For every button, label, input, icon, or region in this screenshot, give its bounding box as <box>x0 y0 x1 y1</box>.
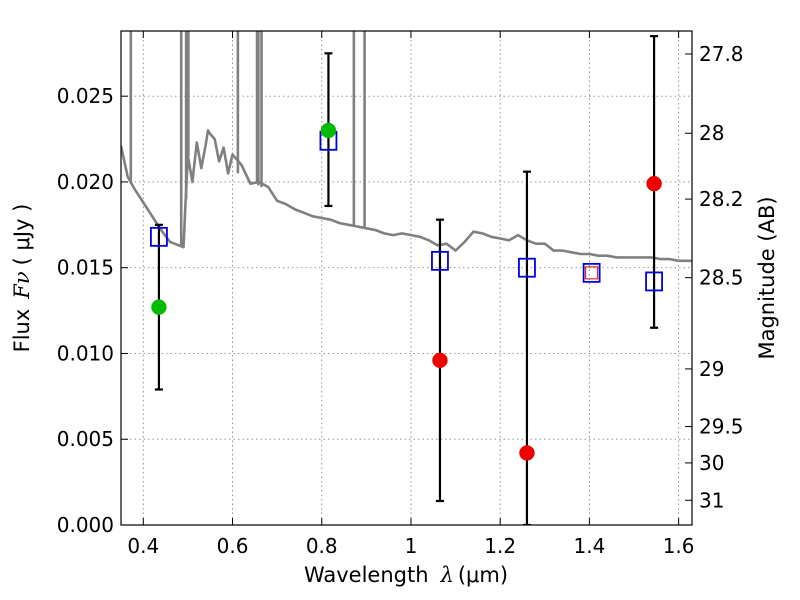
model-square <box>645 271 663 292</box>
red-data-point <box>646 175 662 192</box>
x-tick-label: 1.2 <box>484 534 516 558</box>
right-tick-label: 31 <box>699 488 724 512</box>
y-axis-label-symbol: Fν <box>10 271 34 300</box>
x-axis-label-main: Wavelength <box>304 563 429 587</box>
model-square <box>582 262 601 283</box>
sed-curve <box>121 129 692 263</box>
x-tick-label: 0.8 <box>306 534 338 558</box>
green-data-point <box>320 122 337 139</box>
x-tick-label: 1.4 <box>573 534 605 558</box>
x-tick-label: 0.4 <box>127 534 159 558</box>
y-tick-label: 0.015 <box>57 256 114 280</box>
y-axis-label-unit: ( μJy ) <box>10 204 34 266</box>
right-tick-label: 30 <box>699 451 724 475</box>
right-tick-label: 29.5 <box>699 415 744 439</box>
model-square <box>150 226 168 247</box>
data-layer <box>121 31 692 525</box>
plot-background <box>121 31 692 525</box>
x-axis: 0.4 0.6 0.8 1 1.2 1.4 1.6 <box>127 31 695 558</box>
y-axis-left: 0.000 0.005 0.010 0.015 0.020 0.025 <box>57 84 128 537</box>
x-tick-label: 1 <box>405 534 418 558</box>
red-data-point <box>519 445 535 461</box>
right-tick-label: 27.8 <box>699 42 744 66</box>
right-tick-label: 28 <box>699 121 724 145</box>
x-axis-label-symbol: λ <box>440 563 454 587</box>
y-tick-label: 0.020 <box>57 170 114 194</box>
red-data-point <box>432 352 448 369</box>
green-data-point <box>151 299 167 315</box>
y-tick-label: 0.010 <box>57 341 114 365</box>
y-tick-label: 0.025 <box>57 84 114 108</box>
x-axis-label: Wavelength λ (μm) <box>304 563 508 587</box>
right-tick-label: 28.5 <box>699 266 744 290</box>
y-axis-right: 27.8 28 28.2 28.5 29 29.5 30 31 <box>685 42 744 512</box>
grid-lines <box>121 31 692 525</box>
y-tick-label: 0.005 <box>57 427 114 451</box>
y-axis-label: Flux Fν ( μJy ) <box>10 204 34 353</box>
x-tick-label: 1.6 <box>663 534 695 558</box>
y-axis-label-main: Flux <box>10 309 34 353</box>
right-tick-label: 29 <box>699 357 724 381</box>
right-tick-label: 28.2 <box>699 187 744 211</box>
upper-limit-marker <box>585 266 599 280</box>
model-square <box>518 257 536 278</box>
y-tick-label: 0.000 <box>57 513 114 537</box>
x-axis-label-unit: (μm) <box>458 563 508 587</box>
right-axis-label: Magnitude (AB) <box>755 196 779 359</box>
x-tick-label: 0.6 <box>217 534 249 558</box>
model-square <box>431 250 449 271</box>
